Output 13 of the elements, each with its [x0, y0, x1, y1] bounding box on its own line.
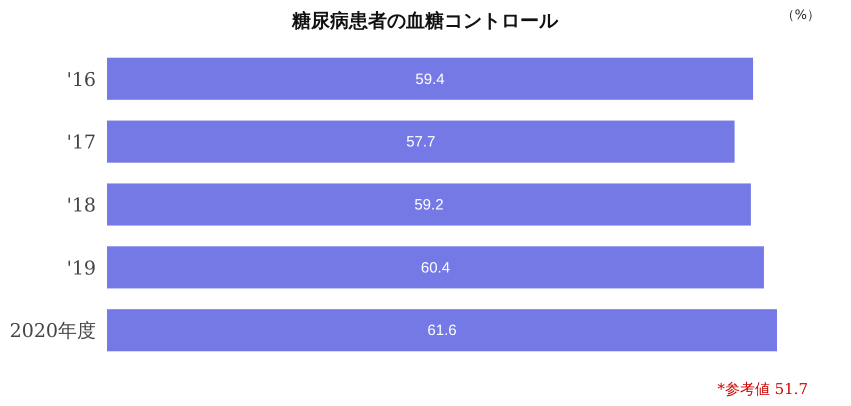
data-label: 59.2 — [414, 196, 444, 214]
data-label: 61.6 — [427, 322, 457, 340]
y-tick-label: '16 — [66, 68, 96, 91]
text: *参考値 51.7 — [717, 380, 808, 398]
chart-title: 糖尿病患者の血糖コントロール — [291, 10, 559, 32]
data-label: 59.4 — [415, 70, 445, 88]
data-label: 57.7 — [406, 134, 436, 151]
y-tick-label: '17 — [66, 132, 96, 154]
y-tick-label: '18 — [66, 194, 96, 216]
text: （%） — [782, 8, 820, 23]
data-label: 60.4 — [420, 259, 450, 276]
y-tick-label: '19 — [66, 257, 96, 280]
y-tick-label: 2020年度 — [10, 320, 96, 342]
